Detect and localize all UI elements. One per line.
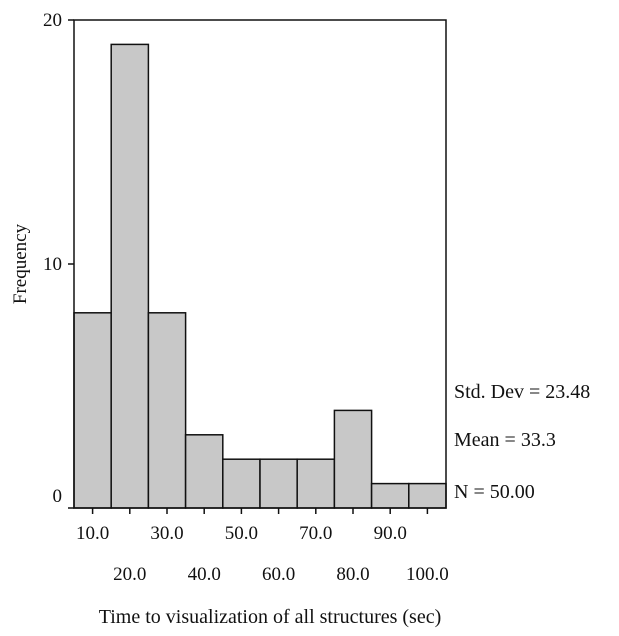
histogram-bar-10.0 — [73, 312, 112, 509]
x-tick-label-100.0: 100.0 — [406, 564, 449, 585]
y-tick-label-20: 20 — [43, 10, 62, 31]
x-axis-title: Time to visualization of all structures … — [99, 606, 442, 628]
histogram-bar-60.0 — [259, 458, 298, 509]
x-tick-label-90.0: 90.0 — [374, 523, 407, 544]
histogram-bar-40.0 — [184, 434, 224, 509]
stat-mean: Mean = 33.3 — [454, 429, 556, 451]
y-axis-title: Frequency — [10, 223, 31, 304]
stat-n: N = 50.00 — [454, 481, 535, 503]
histogram-bar-20.0 — [110, 43, 150, 509]
x-tick-label-10.0: 10.0 — [76, 523, 109, 544]
histogram-bar-80.0 — [333, 409, 373, 509]
y-tick-label-0: 0 — [53, 486, 63, 507]
histogram-bar-90.0 — [370, 482, 410, 509]
x-tick-label-70.0: 70.0 — [299, 523, 332, 544]
histogram-bar-50.0 — [222, 458, 261, 509]
labels-layer: 0 10 20 10.020.030.040.050.060.070.080.090.… — [43, 10, 449, 585]
x-tick-label-30.0: 30.0 — [150, 523, 183, 544]
x-tick-label-20.0: 20.0 — [113, 564, 146, 585]
histogram-bar-100.0 — [408, 482, 447, 509]
stat-std-dev: Std. Dev = 23.48 — [454, 381, 590, 403]
y-tick-label-10: 10 — [43, 254, 62, 275]
bars-layer — [73, 43, 447, 509]
x-tick-label-40.0: 40.0 — [188, 564, 221, 585]
histogram-bar-30.0 — [147, 312, 187, 509]
x-tick-label-80.0: 80.0 — [336, 564, 369, 585]
ticks-layer — [68, 19, 429, 514]
x-tick-label-50.0: 50.0 — [225, 523, 258, 544]
x-tick-label-60.0: 60.0 — [262, 564, 295, 585]
histogram-bar-70.0 — [296, 458, 336, 509]
